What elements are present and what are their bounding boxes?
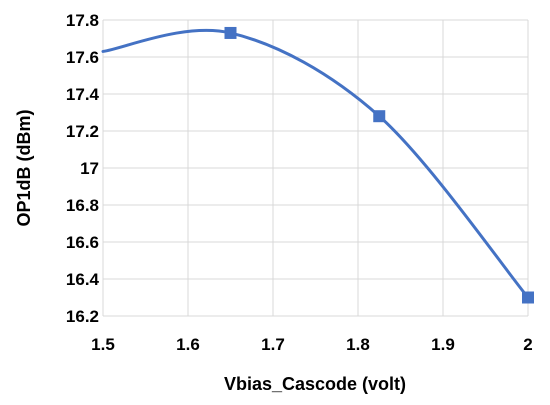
y-tick-label: 17.6 bbox=[66, 48, 99, 67]
data-point-marker bbox=[224, 26, 237, 39]
y-axis-title: OP1dB (dBm) bbox=[14, 109, 34, 226]
y-tick-label: 17.4 bbox=[66, 85, 100, 104]
x-tick-label: 2 bbox=[523, 335, 532, 354]
x-tick-label: 1.5 bbox=[91, 335, 115, 354]
series-layer bbox=[101, 26, 534, 304]
data-point-marker bbox=[522, 291, 534, 304]
x-tick-label: 1.9 bbox=[431, 335, 455, 354]
y-tick-label: 17 bbox=[80, 159, 99, 178]
x-tick-label: 1.8 bbox=[346, 335, 370, 354]
data-point-marker bbox=[373, 110, 386, 123]
series-line bbox=[101, 28, 530, 299]
tick-labels: 16.2 16.4 16.6 16.8 17 17.2 17.4 17.6 17.8 1.5 1.6… bbox=[66, 11, 533, 354]
y-tick-label: 16.6 bbox=[66, 233, 99, 252]
y-tick-label: 16.8 bbox=[66, 196, 99, 215]
x-axis-title: Vbias_Cascode (volt) bbox=[224, 374, 406, 394]
y-tick-label: 17.8 bbox=[66, 11, 99, 30]
y-tick-label: 16.4 bbox=[66, 270, 100, 289]
y-tick-label: 16.2 bbox=[66, 307, 99, 326]
y-tick-label: 17.2 bbox=[66, 122, 99, 141]
grid-lines bbox=[102, 19, 529, 317]
x-tick-label: 1.6 bbox=[176, 335, 200, 354]
x-tick-label: 1.7 bbox=[261, 335, 285, 354]
